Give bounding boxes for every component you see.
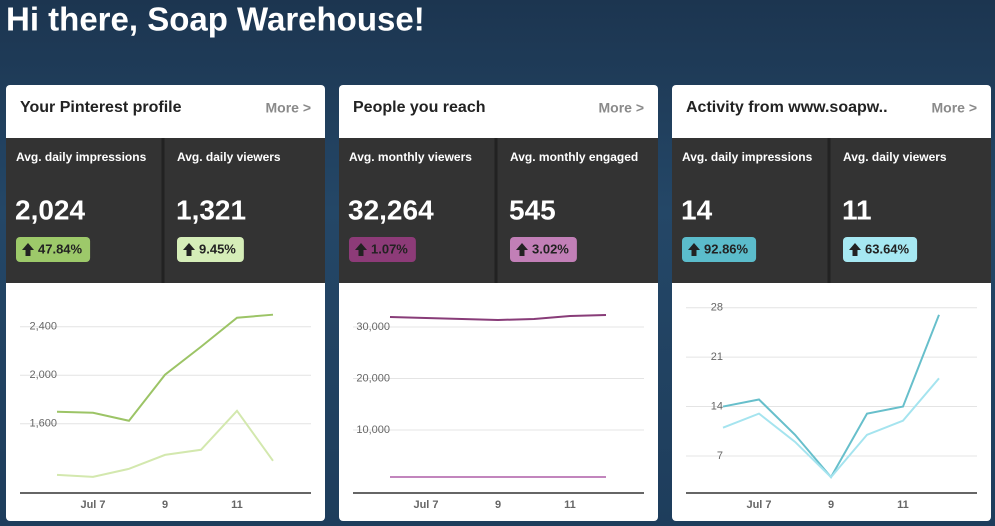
y-tick-label: 14	[711, 400, 723, 412]
card-title: People you reach	[353, 99, 486, 116]
stat-value: 1,321	[176, 194, 246, 225]
x-tick-label: Jul 7	[80, 499, 105, 511]
change-badge	[177, 237, 244, 262]
card: People you reach More > Avg. monthly viewe…	[339, 85, 658, 521]
y-tick-label: 1,600	[29, 418, 57, 430]
up-arrow	[516, 243, 528, 256]
up-arrow	[183, 243, 195, 256]
y-tick-label: 20,000	[356, 372, 390, 384]
up-arrow	[849, 243, 861, 256]
y-tick-label: 21	[711, 351, 723, 363]
change-value: 63.64%	[865, 241, 910, 256]
more-link[interactable]: More >	[598, 100, 644, 116]
x-tick-label: Jul 7	[413, 499, 438, 511]
change-value: 47.84%	[38, 241, 83, 256]
card-title: Activity from www.soapw..	[686, 99, 888, 116]
change-badge	[682, 237, 757, 262]
x-tick-label: 11	[231, 499, 243, 511]
stat-label: Avg. monthly viewers	[349, 150, 472, 164]
change-value: 3.02%	[532, 241, 569, 256]
change-value: 9.45%	[199, 241, 236, 256]
y-tick-label: 2,000	[29, 369, 57, 381]
x-tick-label: 11	[897, 499, 909, 511]
y-tick-label: 28	[711, 302, 723, 314]
up-arrow	[22, 243, 34, 256]
y-tick-label: 2,400	[29, 321, 57, 333]
x-tick-label: 9	[162, 499, 168, 511]
stat-label: Avg. daily viewers	[843, 150, 947, 164]
x-tick-label: Jul 7	[746, 499, 771, 511]
more-link[interactable]: More >	[265, 100, 311, 116]
series-line	[56, 409, 274, 478]
change-badge	[510, 237, 577, 262]
change-badge	[843, 237, 918, 262]
card: Activity from www.soapw.. More > Avg. dail…	[672, 85, 991, 521]
x-tick-label: 11	[564, 499, 576, 511]
y-tick-label: 10,000	[356, 424, 390, 436]
stat-label: Avg. daily impressions	[16, 150, 147, 164]
x-tick-label: 9	[828, 499, 834, 511]
y-tick-label: 7	[717, 450, 723, 462]
change-badge	[16, 237, 91, 262]
stat-value: 14	[681, 194, 713, 225]
stat-value: 2,024	[15, 194, 85, 225]
series-line	[56, 313, 274, 422]
stat-label: Avg. daily impressions	[682, 150, 813, 164]
y-tick-label: 30,000	[356, 321, 390, 333]
series-line	[722, 377, 940, 479]
stat-value: 11	[842, 194, 872, 225]
stat-label: Avg. daily viewers	[177, 150, 281, 164]
stat-value: 32,264	[348, 194, 434, 225]
card-title: Your Pinterest profile	[20, 99, 182, 116]
card: Your Pinterest profile More > Avg. daily i…	[6, 85, 325, 521]
x-tick-label: 9	[495, 499, 501, 511]
change-value: 1.07%	[371, 241, 408, 256]
page-title: Hi there, Soap Warehouse!	[6, 1, 425, 38]
series-line	[389, 313, 607, 321]
stat-value: 545	[509, 194, 556, 225]
more-link[interactable]: More >	[931, 100, 977, 116]
up-arrow	[688, 243, 700, 256]
stat-label: Avg. monthly engaged	[510, 150, 638, 164]
up-arrow	[355, 243, 367, 256]
change-value: 92.86%	[704, 241, 749, 256]
change-badge	[349, 237, 416, 262]
